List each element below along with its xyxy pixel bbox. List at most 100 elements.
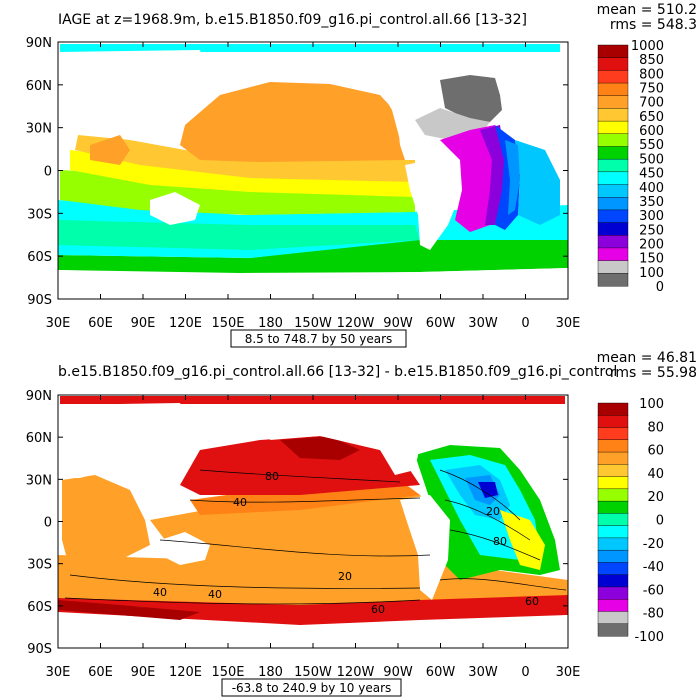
bottom-land-north-america [270,405,440,475]
top-land [58,50,568,299]
colorbar-swatch [597,222,629,236]
bottom-land-australia [160,532,210,565]
colorbar-swatch [597,133,629,147]
top-y-axis: 90N 60N 30N 0 30S 60S 90S [26,36,568,308]
bottom-land-africa [545,440,568,530]
colorbar-swatch [597,108,629,122]
colorbar-label: -40 [643,560,664,575]
x-tick-label: 180 [258,316,283,331]
top-colorbar [597,44,629,287]
top-range-box [230,329,407,348]
bottom-land [58,403,568,648]
colorbar-swatch [597,402,629,416]
colorbar-swatch [597,57,629,71]
top-land-south-america [405,160,458,250]
top-atl-violet [480,125,505,225]
x-tick-label: 150W [294,316,332,331]
bottom-contour-line-7 [439,469,521,521]
y-tick-label: 90N [26,36,52,51]
colorbar-swatch [597,247,629,262]
colorbar-swatch [597,70,629,84]
colorbar-swatch [597,197,629,211]
x-tick-label: 0 [521,316,529,331]
bottom-north-pacific-dark [280,436,360,460]
y-tick-label: 30S [27,558,52,573]
colorbar-label: 650 [639,110,664,125]
colorbar-label: -60 [643,583,664,598]
y-tick-label: 60N [26,79,52,94]
colorbar-label: 40 [647,467,664,482]
bottom-contour-line-2 [189,497,421,503]
bottom-range-note: -63.8 to 240.9 by 10 years [232,681,392,695]
y-tick-label: 90S [27,293,52,308]
x-tick-label: 150W [294,665,332,680]
y-tick-label: 90N [26,389,52,404]
y-tick-label: 0 [44,165,52,180]
colorbar-label: 20 [647,490,664,505]
colorbar-swatch [597,184,629,198]
bottom-pacific-orange [150,495,440,575]
colorbar-label: 1000 [631,39,664,54]
top-x-axis: 30E 60E 90E 120E 150E 180 150W 120W 90W 60W 30W 0 30… [46,42,581,331]
colorbar-label: -100 [634,630,664,645]
colorbar-label: 80 [647,420,664,435]
colorbar-label: 60 [647,444,664,459]
bottom-panel: b.e15.B1850.f09_g16.pi_control.all.66 [1… [26,350,697,697]
x-tick-label: 90W [383,316,413,331]
top-band-south-mid [58,220,420,250]
x-tick-label: 30W [468,316,498,331]
colorbar-label: 0 [656,514,664,529]
colorbar-swatch [597,537,629,551]
top-panel: IAGE at z=1968.9m, b.e15.B1850.f09_g16.p… [26,2,697,348]
bottom-contour-line-1 [199,469,401,483]
colorbar-label: 700 [639,96,664,111]
bottom-land-eurasia [58,403,200,480]
colorbar-swatch [597,586,629,600]
y-tick-label: 0 [44,516,52,531]
colorbar-label: 800 [639,67,664,82]
bottom-rms-label: rms = 55.98 [610,365,697,381]
top-band-southern [58,232,568,273]
top-map [58,42,568,299]
x-tick-label: 60W [426,316,456,331]
top-land-africa [520,95,568,185]
colorbar-label: 450 [639,167,664,182]
top-atl-purple [440,125,500,232]
y-tick-label: 60N [26,431,52,446]
top-band-indian-orange [90,135,130,165]
contour-label: 20 [486,505,500,518]
colorbar-swatch [597,476,629,490]
colorbar-swatch [597,599,629,612]
bottom-contour-line-5 [64,597,421,605]
colorbar-label: 600 [639,124,664,139]
colorbar-swatch [597,488,629,502]
x-tick-label: 30E [556,665,581,680]
colorbar-label: 100 [639,266,664,281]
y-tick-label: 90S [27,642,52,657]
x-tick-label: 30E [556,316,581,331]
bottom-contour-line-8 [444,499,531,541]
contour-label: 40 [153,586,167,599]
x-tick-label: 30W [468,665,498,680]
colorbar-swatch [597,260,629,274]
top-mean-label: mean = 510.2 [597,2,697,18]
x-tick-label: 120W [337,316,375,331]
bottom-title: b.e15.B1850.f09_g16.pi_control.all.66 [1… [58,364,617,380]
colorbar-swatch [597,439,629,453]
x-tick-label: 180 [258,665,283,680]
colorbar-swatch [597,611,629,625]
x-tick-label: 90E [131,665,156,680]
contour-label: 40 [208,588,222,601]
bottom-y-axis: 90N 60N 30N 0 30S 60S 90S [26,389,568,657]
bottom-land-south-america [400,495,450,600]
top-atl-blue-east [505,140,520,215]
colorbar-label: 250 [639,223,664,238]
bottom-contour-line-6 [439,578,567,591]
bottom-atl-yellow [500,510,545,570]
bottom-colorbar-labels: 100 80 60 40 20 0 -20 -40 -60 -80 -100 [634,397,664,645]
colorbar-swatch [597,562,629,576]
colorbar-label: 400 [639,181,664,196]
colorbar-swatch [597,44,629,59]
top-colorbar-labels: 1000850800750700650600550500450400350300… [631,39,664,295]
